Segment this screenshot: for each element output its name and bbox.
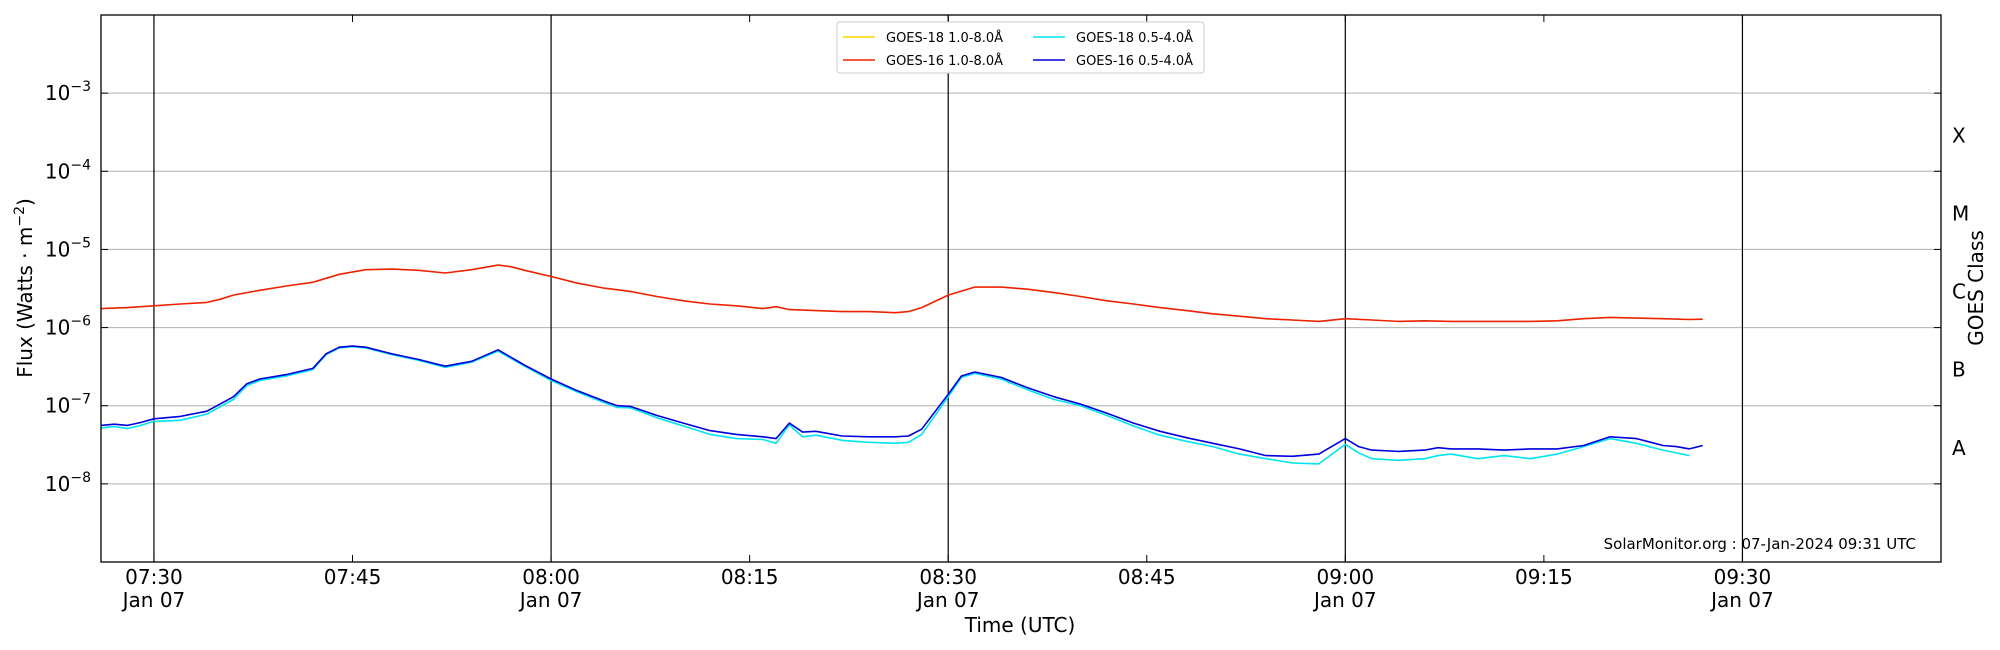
grid-lines: [101, 92, 1941, 485]
legend-items: GOES-18 1.0-8.0Å GOES-16 1.0-8.0Å GOES-18 …: [843, 30, 1193, 69]
legend: GOES-18 1.0-8.0Å GOES-16 1.0-8.0Å GOES-18 …: [836, 21, 1205, 74]
x-tick-label: 07:45: [324, 565, 382, 589]
x-tick-label: 08:15: [721, 565, 779, 589]
y-axis-ticks: 10−3 10−4 10−5 10−6 10−7 10−8: [45, 79, 1941, 496]
legend-label: GOES-18 0.5-4.0Å: [1076, 30, 1193, 46]
y-tick-label: 10−6: [45, 314, 91, 340]
x-tick-label: 09:15: [1515, 565, 1573, 589]
y-tick-label: 10−7: [45, 392, 91, 418]
y-axis-title: Flux (Watts · m−2): [12, 198, 37, 378]
y-tick-label: 10−5: [45, 235, 91, 261]
credit-text: SolarMonitor.org : 07-Jan-2024 09:31 UTC: [1604, 535, 1916, 553]
x-tick-label: 08:00: [522, 565, 580, 589]
series-lines: [100, 264, 1703, 465]
x-tick-date-label: Jan 07: [121, 588, 186, 612]
goes-class-label: A: [1952, 436, 1966, 460]
goes-class-label: X: [1952, 123, 1966, 147]
x-tick-date-label: Jan 07: [518, 588, 583, 612]
legend-label: GOES-18 1.0-8.0Å: [886, 30, 1003, 46]
x-axis-title: Time (UTC): [964, 613, 1076, 637]
series-line: [100, 264, 1703, 323]
y-tick-label: 10−4: [45, 157, 91, 183]
legend-box: [836, 21, 1205, 74]
goes-class-label: B: [1952, 358, 1966, 382]
y-tick-label: 10−8: [45, 470, 91, 496]
x-tick-label: 07:30: [125, 565, 183, 589]
x-tick-label: 08:45: [1118, 565, 1176, 589]
x-tick-label: 09:30: [1714, 565, 1772, 589]
y-tick-label: 10−3: [45, 79, 91, 105]
x-tick-date-label: Jan 07: [1709, 588, 1774, 612]
goes-class-label: C: [1952, 280, 1966, 304]
legend-label: GOES-16 1.0-8.0Å: [886, 53, 1003, 69]
legend-label: GOES-16 0.5-4.0Å: [1076, 53, 1193, 69]
right-axis-title: GOES Class: [1964, 230, 1988, 346]
series-line: [100, 345, 1703, 458]
y-axis-title-close: ): [13, 198, 37, 206]
x-tick-label: 08:30: [919, 565, 977, 589]
x-tick-date-label: Jan 07: [915, 588, 980, 612]
y-axis-title-main: Flux (Watts · m: [13, 227, 37, 378]
x-tick-date-label: Jan 07: [1312, 588, 1377, 612]
goes-class-labels: X M C B A: [1952, 123, 1969, 460]
x-tick-label: 09:00: [1316, 565, 1374, 589]
goes-class-label: M: [1952, 201, 1969, 225]
plot-frame: [100, 14, 1942, 563]
day-marker-lines: [153, 15, 1744, 562]
y-axis-title-exponent: −2: [12, 206, 28, 227]
